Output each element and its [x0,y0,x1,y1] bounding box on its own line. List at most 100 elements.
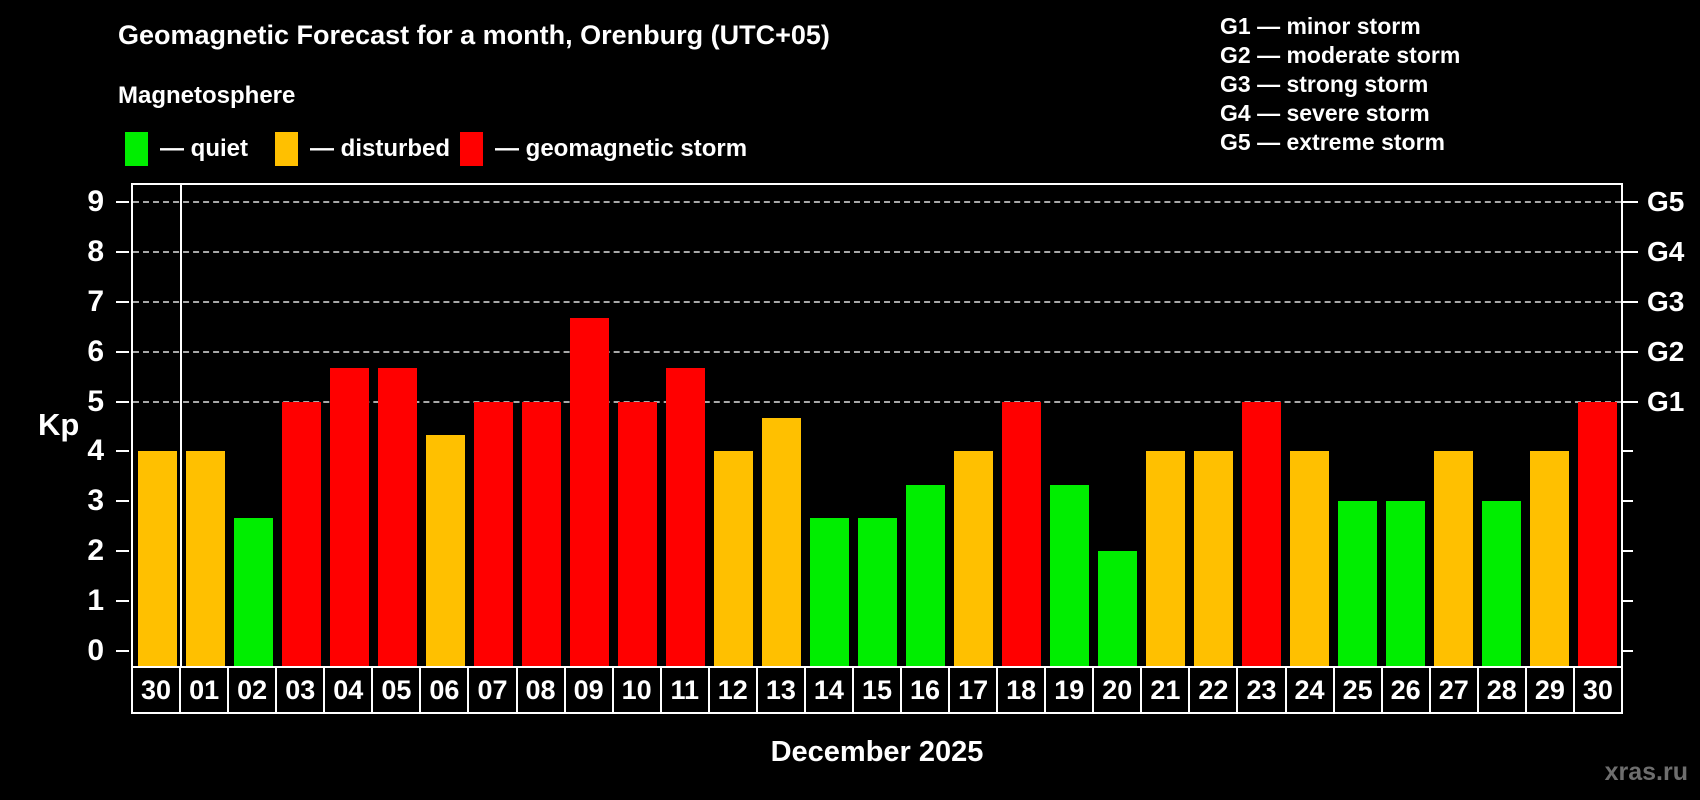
right-tick-G3 [1623,300,1638,303]
plot-area [131,183,1623,668]
disturbed-label: — disturbed [310,135,451,162]
kp-bar-20 [1097,551,1137,666]
kp-bar-08 [521,401,561,666]
g2-legend-line: G2 — moderate storm [1220,42,1461,68]
magnetosphere-subtitle: Magnetosphere [118,82,296,109]
day-label-cell-0-30: 30 [131,666,182,714]
kp-bar-21 [1145,451,1185,666]
kp-bar-12 [713,451,753,666]
g-scale-legend: G1 — minor storm G2 — moderate storm G3 … [1220,12,1460,157]
day-label-cell-21-21: 21 [1140,666,1191,714]
quiet-swatch [125,132,148,166]
y-tick-label-0: 0 [87,634,104,667]
kp-bar-13 [761,418,801,666]
y-tick-7 [116,300,129,303]
y-tick-9 [116,200,129,203]
day-label-cell-28-28: 28 [1476,666,1527,714]
g-scale-tick-label-G5: G5 [1647,186,1685,217]
day-label-cell-12-12: 12 [707,666,758,714]
g1-legend-line: G1 — minor storm [1220,13,1421,39]
y-tick-label-3: 3 [87,484,104,518]
kp-bar-26 [1385,501,1425,666]
g5-legend-line: G5 — extreme storm [1220,129,1445,155]
day-label-cell-10-10: 10 [611,666,662,714]
kp-bar-05 [377,368,417,666]
kp-bar-03 [281,401,321,666]
kp-bar-04 [329,368,369,666]
y-tick-1 [116,600,129,603]
day-label-cell-14-14: 14 [803,666,854,714]
legend-item-disturbed: — disturbed [275,131,450,167]
bars-layer [133,185,1621,666]
g-scale-tick-label-G2: G2 [1647,335,1685,367]
y-tick-4 [116,450,129,453]
right-minor-tick-1 [1623,600,1633,603]
grid-layer [133,185,1621,666]
kp-bar-30 [137,451,177,666]
kp-bar-22 [1193,451,1233,666]
day-label-cell-3-03: 03 [275,666,326,714]
kp-bar-24 [1289,451,1329,666]
day-label-cell-15-15: 15 [851,666,902,714]
day-label-cell-30-30: 30 [1572,666,1623,714]
y-tick-3 [116,500,129,503]
day-label-cell-26-26: 26 [1380,666,1431,714]
gridline-kp8 [133,250,1621,253]
page-title: Geomagnetic Forecast for a month, Orenbu… [118,20,830,50]
kp-bar-14 [809,517,849,666]
overlay-layer [133,185,1621,666]
right-minor-tick-0 [1623,650,1633,652]
y-tick-2 [116,550,129,553]
kp-bar-25 [1337,501,1377,666]
day-label-cell-19-19: 19 [1044,666,1095,714]
right-tick-G4 [1623,250,1638,253]
legend-item-quiet: — quiet [125,131,248,167]
kp-bar-23 [1241,401,1281,666]
day-label-cell-27-27: 27 [1428,666,1479,714]
kp-bar-11 [665,368,705,666]
y-tick-label-4: 4 [87,434,104,468]
kp-bar-06 [425,434,465,666]
day-label-cell-5-05: 05 [371,666,422,714]
day-label-cell-6-06: 06 [419,666,470,714]
gridline-kp7 [133,300,1621,303]
storm-label: — geomagnetic storm [495,135,748,162]
g-scale-axis: G1 G2 G3 G4 G5 [1623,185,1700,666]
y-tick-label-8: 8 [87,234,104,268]
day-label-cell-11-11: 11 [659,666,710,714]
kp-bar-29 [1529,451,1569,666]
kp-bar-15 [857,517,897,666]
kp-bar-28 [1481,501,1521,666]
day-label-cell-16-16: 16 [900,666,951,714]
day-label-cell-4-04: 04 [323,666,374,714]
legend-item-storm: — geomagnetic storm [460,131,747,167]
right-minor-tick-2 [1623,550,1633,553]
y-tick-label-5: 5 [87,384,104,418]
day-label-cell-20-20: 20 [1092,666,1143,714]
kp-bar-09 [569,318,609,666]
y-tick-label-6: 6 [87,334,104,368]
month-separator [180,185,182,666]
kp-bar-30 [1577,401,1617,666]
day-label-cell-22-22: 22 [1188,666,1239,714]
kp-axis: 0 1 2 3 4 5 6 7 8 9 [0,185,131,667]
kp-bar-02 [233,517,273,666]
day-label-cell-23-23: 23 [1236,666,1287,714]
gridline-kp6 [133,350,1621,353]
day-label-row: 30 01 02 03 04 05 06 07 08 09 10 11 12 13 14 15 16 17 18 19… [131,666,1623,714]
y-tick-label-2: 2 [87,534,104,568]
right-tick-G2 [1623,350,1638,353]
right-tick-G5 [1623,200,1638,203]
day-label-cell-2-02: 02 [227,666,278,714]
g-scale-tick-label-G3: G3 [1647,285,1685,317]
kp-bar-07 [473,401,513,666]
kp-bar-17 [953,451,993,666]
day-label-cell-17-17: 17 [948,666,999,714]
x-axis-title: December 2025 [770,736,984,768]
gridline-kp9 [133,201,1621,203]
day-label-cell-8-08: 08 [515,666,566,714]
day-label-cell-25-25: 25 [1332,666,1383,714]
day-label-cell-7-07: 07 [467,666,518,714]
watermark: xras.ru [1604,758,1688,786]
